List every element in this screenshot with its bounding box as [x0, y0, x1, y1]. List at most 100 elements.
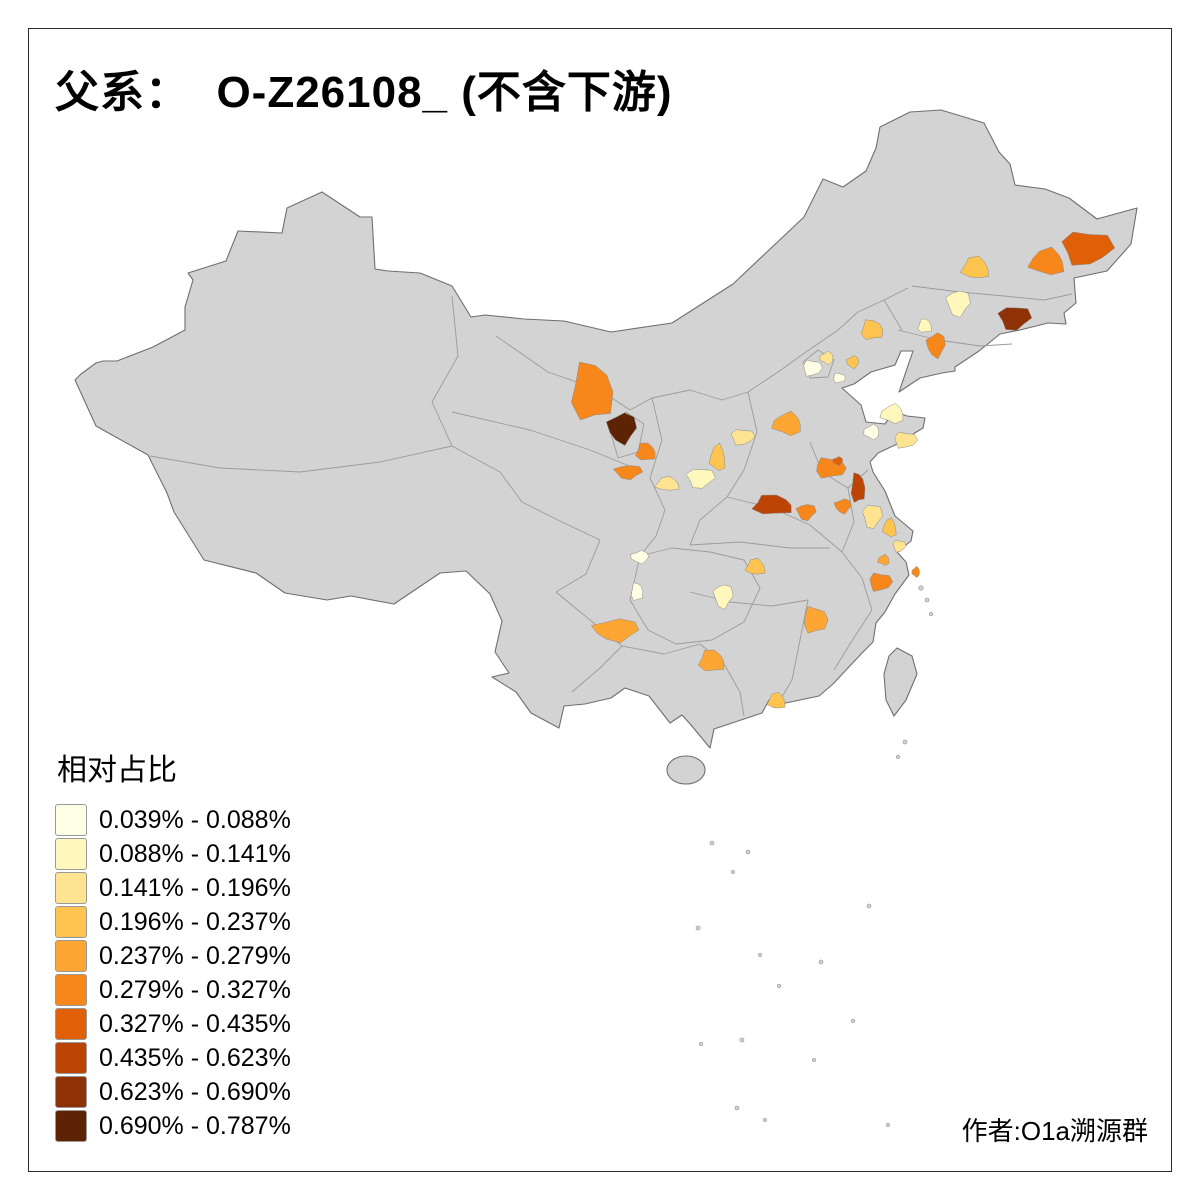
province-border	[833, 609, 873, 671]
legend-swatch	[55, 838, 87, 870]
legend-swatch	[55, 1008, 87, 1040]
island-dot	[896, 755, 900, 759]
legend-range-label: 0.141% - 0.196%	[99, 874, 291, 902]
map-region	[877, 553, 890, 566]
map-region	[697, 649, 725, 672]
map-region	[833, 498, 852, 515]
province-border	[555, 539, 601, 593]
province-border	[689, 541, 830, 549]
map-region	[730, 429, 756, 446]
map-region	[917, 318, 932, 333]
legend-row: 0.690% - 0.787%	[55, 1110, 291, 1142]
map-region	[685, 469, 716, 489]
island-dot	[902, 739, 908, 745]
island-dot	[731, 870, 735, 874]
legend: 相对占比 0.039% - 0.088% 0.088% - 0.141% 0.141…	[55, 745, 291, 1145]
island-dot	[734, 1105, 740, 1111]
legend-range-label: 0.623% - 0.690%	[99, 1078, 291, 1106]
sea-islands	[695, 585, 933, 1127]
map-region	[654, 476, 680, 491]
island-dot	[709, 840, 715, 846]
legend-range-label: 0.196% - 0.237%	[99, 908, 291, 936]
map-region	[860, 319, 884, 340]
legend-row: 0.279% - 0.327%	[55, 974, 291, 1006]
legend-title: 相对占比	[57, 754, 177, 787]
legend-row: 0.435% - 0.623%	[55, 1042, 291, 1074]
map-region	[771, 410, 801, 437]
legend-swatch	[55, 872, 87, 904]
map-title: 父系： O-Z26108_ (不含下游)	[55, 68, 673, 117]
legend-row: 0.327% - 0.435%	[55, 1008, 291, 1040]
legend-entries: 0.039% - 0.088% 0.088% - 0.141% 0.141% - 0…	[55, 804, 291, 1142]
province-border	[911, 285, 1073, 301]
island-dot	[777, 984, 781, 988]
map-region	[833, 372, 846, 384]
map-region	[960, 255, 990, 279]
map-region	[1061, 231, 1116, 266]
author-credit: 作者:O1a溯源群	[961, 1116, 1148, 1146]
province-border	[771, 507, 843, 553]
island-dot	[699, 1042, 703, 1046]
taiwan-island	[883, 647, 918, 717]
map-region	[630, 582, 644, 601]
island-dot	[745, 849, 751, 855]
legend-row: 0.141% - 0.196%	[55, 872, 291, 904]
legend-row: 0.039% - 0.088%	[55, 804, 291, 836]
island-dot	[739, 1037, 745, 1043]
map-region	[613, 465, 643, 481]
province-border	[689, 591, 809, 607]
map-region	[862, 505, 883, 529]
map-region	[1027, 246, 1065, 276]
map-region	[571, 361, 614, 421]
legend-range-label: 0.327% - 0.435%	[99, 1010, 291, 1038]
legend-row: 0.623% - 0.690%	[55, 1076, 291, 1108]
province-border	[149, 445, 453, 473]
island-dot	[918, 585, 924, 591]
map-region	[766, 692, 786, 709]
map-region	[945, 290, 971, 318]
map-region	[795, 504, 817, 522]
island-dot	[812, 1058, 816, 1062]
island-dot	[886, 1123, 890, 1127]
province-border	[897, 329, 1013, 347]
map-region	[879, 403, 904, 424]
legend-swatch	[55, 1076, 87, 1108]
island-dot	[758, 953, 762, 957]
island-dot	[851, 1019, 855, 1023]
legend-swatch	[55, 804, 87, 836]
map-region	[846, 355, 859, 370]
colored-regions	[571, 231, 1116, 709]
map-region	[925, 332, 946, 360]
map-region	[744, 558, 766, 575]
legend-range-label: 0.690% - 0.787%	[99, 1112, 291, 1140]
island-dot	[695, 925, 701, 931]
island-dot	[929, 612, 933, 616]
legend-range-label: 0.435% - 0.623%	[99, 1044, 291, 1072]
legend-range-label: 0.279% - 0.327%	[99, 976, 291, 1004]
province-border	[883, 287, 909, 331]
province-border	[451, 445, 601, 541]
legend-swatch	[55, 1042, 87, 1074]
legend-range-label: 0.039% - 0.088%	[99, 806, 291, 834]
province-border	[726, 391, 758, 498]
island-dot	[866, 903, 872, 909]
legend-row: 0.237% - 0.279%	[55, 940, 291, 972]
map-region	[881, 517, 897, 538]
map-region	[911, 565, 920, 578]
legend-range-label: 0.088% - 0.141%	[99, 840, 291, 868]
legend-swatch	[55, 974, 87, 1006]
map-region	[997, 307, 1033, 331]
map-region	[635, 442, 656, 461]
map-region	[591, 618, 640, 644]
map-region	[850, 472, 866, 503]
map-region	[630, 550, 649, 565]
map-region	[869, 572, 894, 592]
legend-swatch	[55, 1110, 87, 1142]
island-dot	[763, 1118, 767, 1122]
province-border	[451, 411, 635, 469]
legend-row: 0.196% - 0.237%	[55, 906, 291, 938]
map-region	[708, 442, 726, 472]
island-dot	[818, 959, 824, 965]
